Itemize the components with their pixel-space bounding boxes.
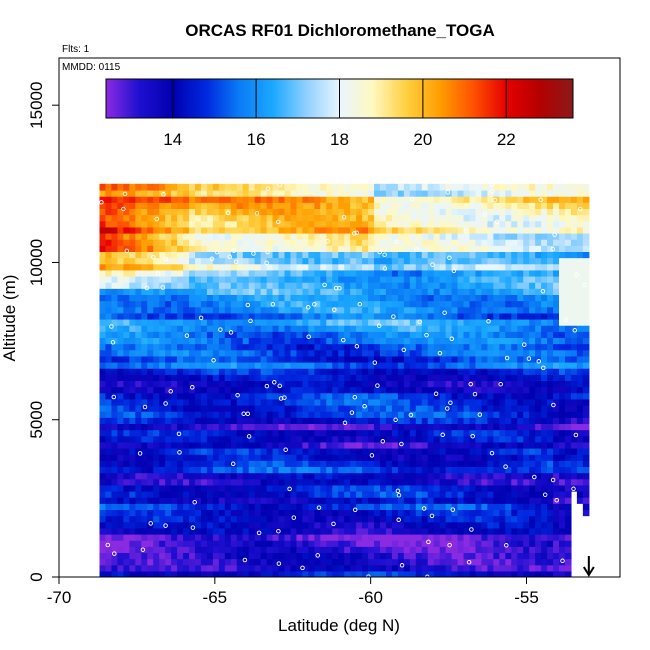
x-tick-label: -70: [47, 588, 72, 607]
sample-points: [99, 182, 587, 577]
x-tick-label: -55: [514, 588, 539, 607]
colorbar-ticks: 14 16 18 20 22: [163, 79, 516, 149]
y-axis-label: Altitude (m): [0, 275, 19, 362]
colorbar-tick-label: 14: [163, 130, 182, 149]
colorbar: 14 16 18 20 22: [105, 78, 574, 149]
y-tick-label: 15000: [27, 82, 46, 129]
down-arrow-icon: [582, 556, 595, 577]
date-annotation: MMDD: 0115: [62, 62, 121, 73]
x-tick-label: -65: [203, 588, 228, 607]
y-axis: 0 5000 10000 15000: [27, 82, 60, 582]
concentration-field: [99, 183, 590, 577]
x-axis: -70 -65 -60 -55: [47, 576, 539, 607]
x-axis-label: Latitude (deg N): [278, 616, 400, 635]
colorbar-tick-label: 18: [330, 130, 349, 149]
flights-annotation: Flts: 1: [62, 44, 90, 55]
x-tick-label: -60: [358, 588, 383, 607]
y-tick-label: 10000: [27, 239, 46, 286]
y-tick-label: 0: [27, 572, 46, 581]
colorbar-tick-label: 16: [247, 130, 266, 149]
colorbar-tick-label: 22: [497, 130, 516, 149]
colorbar-tick-label: 20: [413, 130, 432, 149]
y-tick-label: 5000: [27, 401, 46, 439]
chart-title: ORCAS RF01 Dichloromethane_TOGA: [185, 21, 495, 40]
